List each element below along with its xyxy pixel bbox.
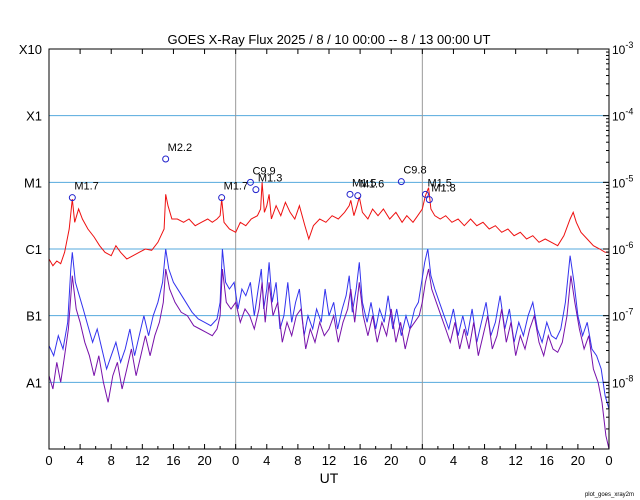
flare-marker — [421, 190, 429, 198]
x-tick-label: 20 — [571, 453, 585, 468]
flare-label: C9.9 — [252, 165, 275, 177]
flare-marker — [397, 178, 405, 186]
x-tick-label: 8 — [108, 453, 115, 468]
x-tick-label: 0 — [605, 453, 612, 468]
flare-label: M1.5 — [427, 177, 451, 189]
flare-label: M1.8 — [431, 183, 455, 195]
series-line-2 — [48, 268, 610, 450]
x-tick-label: 0 — [419, 453, 426, 468]
y-left-label: M1 — [24, 175, 42, 190]
flare-label: M1.6 — [360, 179, 384, 191]
flare-label: M1.7 — [74, 181, 98, 193]
series-layer — [48, 182, 610, 450]
x-tick-label: 4 — [263, 453, 270, 468]
flare-marker — [68, 194, 76, 202]
x-tick-label: 8 — [481, 453, 488, 468]
y-right-label: 10-4 — [612, 107, 633, 124]
chart-title: GOES X-Ray Flux 2025 / 8 / 10 00:00 -- 8… — [168, 32, 491, 47]
y-right-label: 10-3 — [612, 40, 633, 57]
y-left-label: X1 — [26, 109, 42, 124]
y-left-label: A1 — [26, 375, 42, 390]
flare-marker — [346, 190, 354, 198]
y-left-label: B1 — [26, 309, 42, 324]
x-tick-label: 20 — [384, 453, 398, 468]
flare-marker — [162, 155, 170, 163]
x-tick-label: 20 — [197, 453, 211, 468]
flare-label: M2.2 — [168, 142, 192, 154]
x-tick-label: 4 — [76, 453, 83, 468]
flare-label: M1.7 — [224, 181, 248, 193]
x-tick-label: 16 — [540, 453, 554, 468]
y-right-label: 10-7 — [612, 307, 633, 324]
series-line-1 — [48, 248, 610, 410]
y-left-label: C1 — [25, 242, 42, 257]
y-left-label: X10 — [19, 42, 42, 57]
x-tick-label: 12 — [135, 453, 149, 468]
x-axis-label: UT — [320, 470, 339, 486]
flare-marker — [252, 186, 260, 194]
flare-marker — [354, 192, 362, 200]
x-tick-label: 12 — [322, 453, 336, 468]
x-tick-label: 0 — [232, 453, 239, 468]
flare-label: M1.3 — [258, 173, 282, 185]
flare-markers: M1.7M2.2M1.7C9.9M1.3 M1.5M1.6C9.8M1.5M1.8 — [68, 142, 456, 204]
x-tick-label: 0 — [45, 453, 52, 468]
flare-label: M1.5 — [352, 177, 376, 189]
series-line-0 — [48, 182, 609, 267]
gridlines — [49, 49, 609, 449]
flare-marker — [246, 178, 254, 186]
x-tick-label: 4 — [450, 453, 457, 468]
y-right-label: 10-5 — [612, 173, 633, 190]
axes-labels: 0 4 8 12 16 20 0 4 8 12 16 20 0 4 8 12 16 20 0 X10 X1 M1 C1 B1 A… — [19, 40, 634, 468]
flare-label: C9.8 — [403, 165, 426, 177]
flare-marker — [218, 194, 226, 202]
x-tick-label: 16 — [353, 453, 367, 468]
flare-marker — [425, 196, 433, 204]
x-tick-label: 12 — [508, 453, 522, 468]
plot-footnote: plot_goes_xray2m — [584, 492, 634, 498]
x-tick-label: 8 — [294, 453, 301, 468]
y-right-label: 10-8 — [612, 373, 633, 390]
y-right-label: 10-6 — [612, 240, 633, 257]
x-tick-label: 16 — [166, 453, 180, 468]
